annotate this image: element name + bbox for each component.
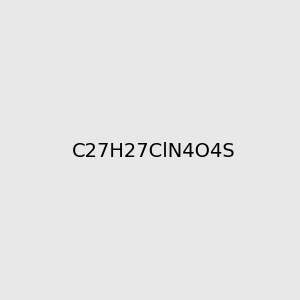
Text: C27H27ClN4O4S: C27H27ClN4O4S: [72, 142, 236, 161]
